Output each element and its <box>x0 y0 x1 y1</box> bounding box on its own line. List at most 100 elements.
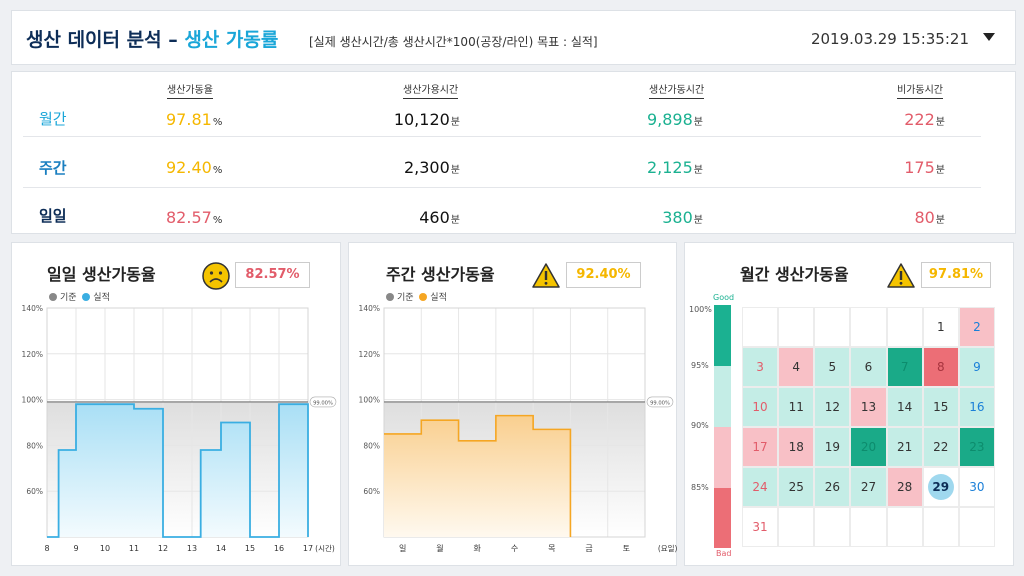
weekly-running: 2,125분 <box>646 158 703 177</box>
row-label-weekly: 주간 <box>39 159 67 177</box>
calendar-empty-cell <box>778 507 815 547</box>
daily-downtime: 80분 <box>914 208 945 227</box>
weekly-legend: 기준 실적 <box>386 290 447 303</box>
x-tick-label: 15 <box>245 544 255 553</box>
weekly-chart-title: 주간 생산가동율 <box>386 265 495 284</box>
calendar-day[interactable]: 5 <box>814 347 851 387</box>
calendar-empty-cell <box>778 307 815 347</box>
calendar-day-number: 9 <box>973 360 981 374</box>
calendar-day-number: 23 <box>969 440 985 454</box>
calendar-day[interactable]: 15 <box>922 387 959 427</box>
calendar-empty-cell <box>886 507 923 547</box>
daily-available: 460분 <box>419 208 460 227</box>
calendar-day[interactable]: 7 <box>886 347 923 387</box>
row-label-monthly: 월간 <box>39 110 67 128</box>
calendar-day[interactable]: 20 <box>850 427 887 467</box>
datetime-dropdown-icon[interactable] <box>983 33 995 41</box>
calendar-day-number: 25 <box>788 480 804 494</box>
monthly-calendar: 1 2 3 4 5 6 7 8 9 10 11 12 13 14 15 16 17 18 19 20 21 22 23 24 2… <box>742 307 995 547</box>
monthly-rate: 97.81% <box>166 110 223 129</box>
x-tick-label: 8 <box>44 544 49 553</box>
calendar-day[interactable]: 26 <box>814 467 851 507</box>
scale-tick: 100% <box>689 305 712 314</box>
calendar-day[interactable]: 3 <box>742 347 779 387</box>
calendar-day[interactable]: 31 <box>742 507 779 547</box>
calendar-day[interactable]: 9 <box>958 347 995 387</box>
daily-line-chart: 140% 120% 100% 80% 60% 99.00% 8 9 10 11 12 13 14 15 16… <box>22 304 337 553</box>
calendar-day[interactable]: 30 <box>958 467 995 507</box>
actual-line <box>384 414 572 537</box>
x-tick-label: 금 <box>585 544 592 553</box>
row-label-daily: 일일 <box>39 207 67 225</box>
datetime-display[interactable]: 2019.03.29 15:35:21 <box>810 30 969 48</box>
calendar-day[interactable]: 10 <box>742 387 779 427</box>
legend-baseline-dot <box>49 293 57 301</box>
calendar-day[interactable]: 16 <box>958 387 995 427</box>
calendar-day-number: 31 <box>752 520 768 534</box>
y-tick-label: 60% <box>363 487 380 496</box>
calendar-day-number: 3 <box>756 360 764 374</box>
x-tick-label: 화 <box>474 544 482 553</box>
row-divider <box>23 187 981 188</box>
calendar-day[interactable]: 28 <box>886 467 923 507</box>
header-bar: 생산 데이터 분석 – 생산 가동률 [실제 생산시간/총 생산시간*100(공… <box>11 10 1016 65</box>
scale-tick: 90% <box>691 421 709 430</box>
calendar-day-number: 24 <box>752 480 768 494</box>
calendar-day-number: 18 <box>788 440 804 454</box>
calendar-day[interactable]: 6 <box>850 347 887 387</box>
scale-tick: 85% <box>691 483 709 492</box>
calendar-day-number: 10 <box>752 400 768 414</box>
scale-bad-label: Bad <box>716 549 732 558</box>
calendar-day[interactable]: 4 <box>778 347 815 387</box>
col-header-running: 생산가동시간 <box>649 81 705 99</box>
calendar-day[interactable]: 18 <box>778 427 815 467</box>
calendar-day[interactable]: 21 <box>886 427 923 467</box>
x-tick-label: 수 <box>511 544 518 553</box>
calendar-day-number: 14 <box>896 400 913 414</box>
calendar-day[interactable]: 11 <box>778 387 815 427</box>
calendar-day[interactable]: 12 <box>814 387 851 427</box>
calendar-day-number: 21 <box>896 440 913 454</box>
baseline-label: 99.00% <box>650 400 670 406</box>
summary-table: 생산가동율 생산가용시간 생산가동시간 비가동시간 월간 97.81% 10,1… <box>11 71 1016 234</box>
x-tick-label: 17 <box>303 544 313 553</box>
x-tick-label: 월 <box>436 543 443 553</box>
calendar-day[interactable]: 2 <box>958 307 995 347</box>
calendar-day[interactable]: 19 <box>814 427 851 467</box>
actual-area <box>47 404 308 537</box>
calendar-day[interactable]: 27 <box>850 467 887 507</box>
monthly-downtime: 222분 <box>904 110 945 129</box>
calendar-empty-cell <box>886 307 923 347</box>
calendar-day[interactable]: 8 <box>922 347 959 387</box>
calendar-day[interactable]: 14 <box>886 387 923 427</box>
calendar-day[interactable]: 22 <box>922 427 959 467</box>
calendar-day-number: 28 <box>896 480 913 494</box>
y-tick-label: 60% <box>26 487 43 496</box>
calendar-day[interactable]: 24 <box>742 467 779 507</box>
monthly-running: 9,898분 <box>646 110 703 129</box>
monthly-available: 10,120분 <box>393 110 460 129</box>
calendar-day[interactable]: 23 <box>958 427 995 467</box>
calendar-day-number: 5 <box>828 360 837 374</box>
calendar-day[interactable]: 13 <box>850 387 887 427</box>
calendar-day[interactable]: 29 <box>922 467 959 507</box>
weekly-downtime: 175분 <box>904 158 945 177</box>
calendar-day[interactable]: 1 <box>922 307 959 347</box>
x-axis-unit: (요일) <box>658 544 678 553</box>
actual-area <box>384 415 571 537</box>
weekly-rate: 92.40% <box>166 158 223 177</box>
daily-running: 380분 <box>662 208 703 227</box>
x-axis-unit: (시간) <box>315 543 335 553</box>
calendar-day-number: 7 <box>900 360 909 374</box>
calendar-day-number: 16 <box>969 400 985 414</box>
monthly-rate-badge: 97.81% <box>921 262 991 288</box>
daily-chart-panel: 일일 생산가동율 82.57% 기준 실적 140% 120% 100% 80% 60%… <box>11 242 341 566</box>
sad-face-icon <box>202 262 230 290</box>
baseline-label: 99.00% <box>313 400 333 406</box>
calendar-day[interactable]: 25 <box>778 467 815 507</box>
calendar-day-number: 4 <box>792 360 801 374</box>
x-tick-label: 토 <box>623 544 630 553</box>
x-tick-label: 14 <box>216 544 226 553</box>
calendar-day[interactable]: 17 <box>742 427 779 467</box>
calendar-day-number: 1 <box>936 320 945 334</box>
